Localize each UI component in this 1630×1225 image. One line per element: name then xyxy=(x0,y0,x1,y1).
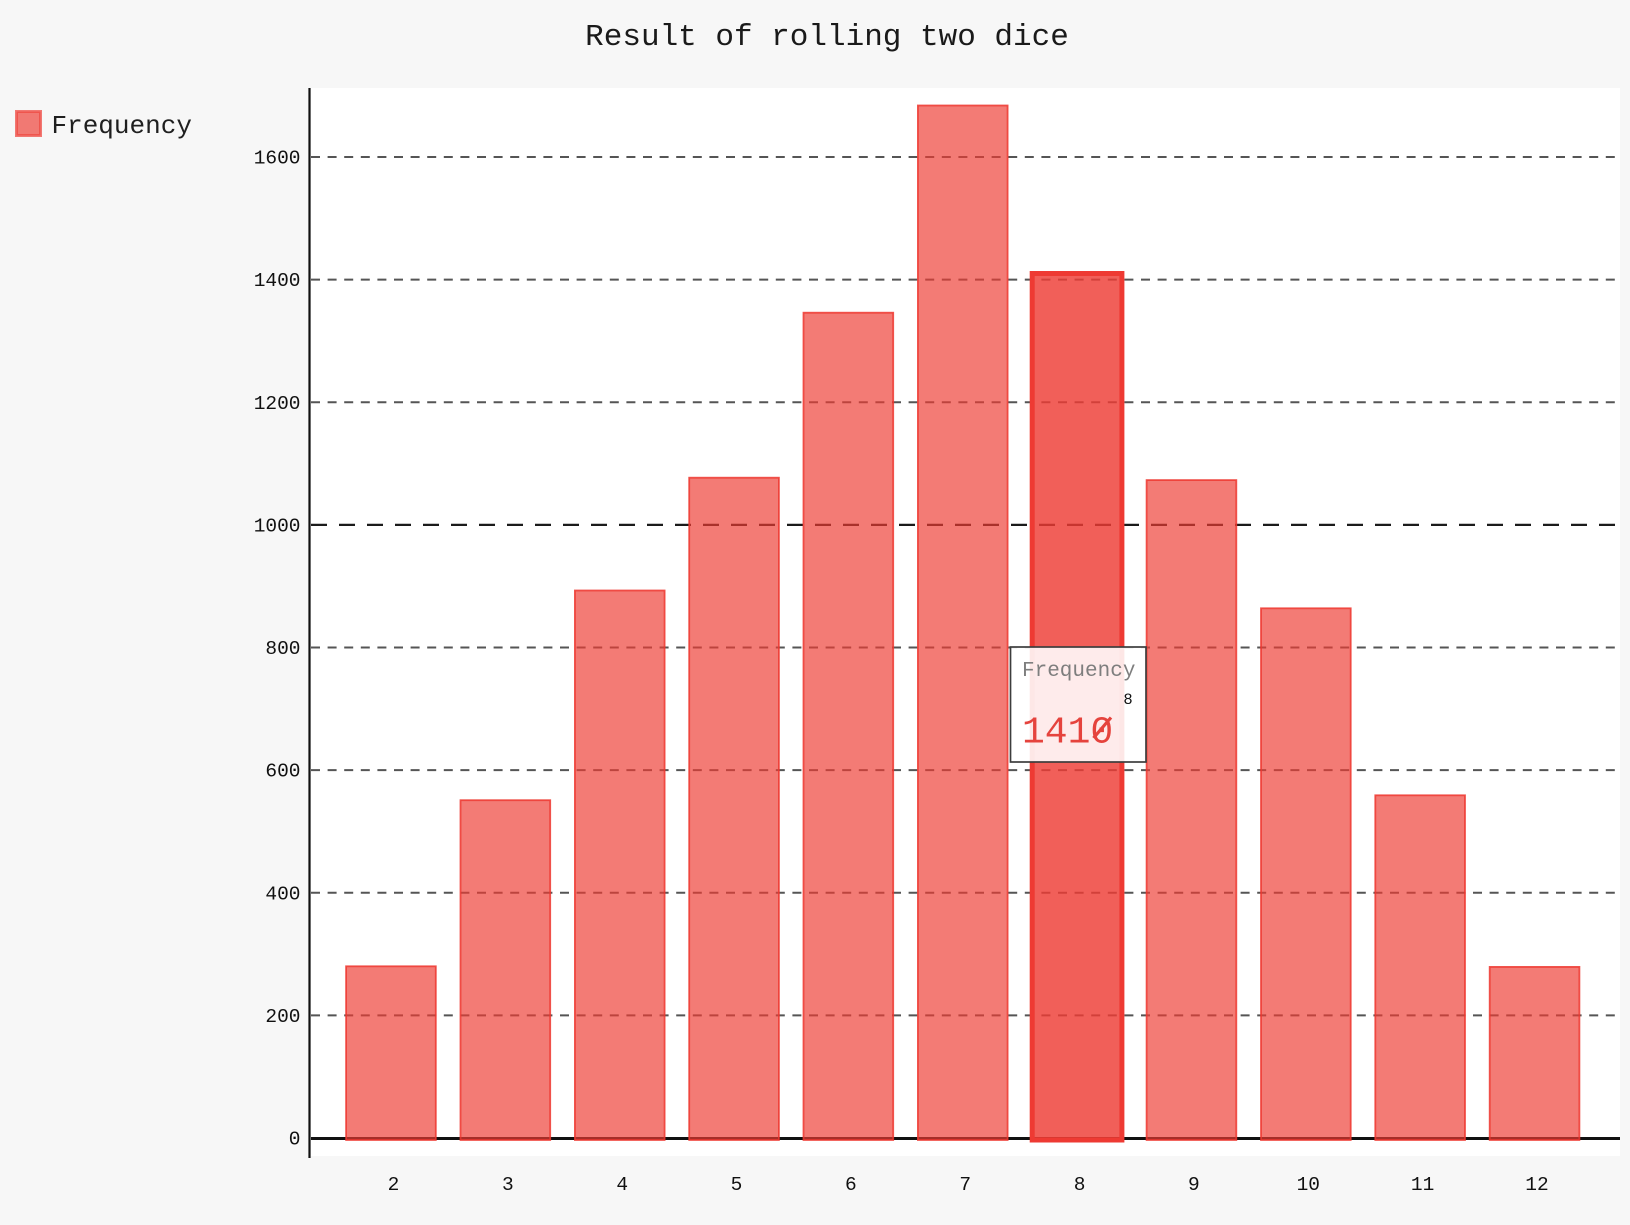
svg-text:8: 8 xyxy=(1074,1174,1086,1196)
svg-text:1000: 1000 xyxy=(254,516,301,538)
svg-text:2: 2 xyxy=(388,1174,400,1196)
svg-text:8: 8 xyxy=(1123,691,1132,709)
svg-text:6: 6 xyxy=(845,1174,857,1196)
svg-text:800: 800 xyxy=(265,638,300,660)
svg-text:Frequency: Frequency xyxy=(52,111,192,141)
svg-text:7: 7 xyxy=(959,1174,971,1196)
svg-text:400: 400 xyxy=(265,883,300,905)
svg-text:1600: 1600 xyxy=(254,148,301,170)
svg-text:1200: 1200 xyxy=(254,393,301,415)
svg-text:12: 12 xyxy=(1525,1174,1548,1196)
svg-text:0: 0 xyxy=(289,1129,301,1151)
svg-text:600: 600 xyxy=(265,761,300,783)
svg-text:Frequency: Frequency xyxy=(1022,660,1135,683)
svg-text:4: 4 xyxy=(616,1174,628,1196)
svg-text:9: 9 xyxy=(1188,1174,1200,1196)
svg-text:11: 11 xyxy=(1411,1174,1434,1196)
svg-text:200: 200 xyxy=(265,1006,300,1028)
svg-text:Result of rolling two dice: Result of rolling two dice xyxy=(585,20,1069,55)
svg-text:1400: 1400 xyxy=(254,270,301,292)
svg-text:5: 5 xyxy=(731,1174,743,1196)
svg-text:3: 3 xyxy=(502,1174,514,1196)
svg-text:10: 10 xyxy=(1297,1174,1320,1196)
